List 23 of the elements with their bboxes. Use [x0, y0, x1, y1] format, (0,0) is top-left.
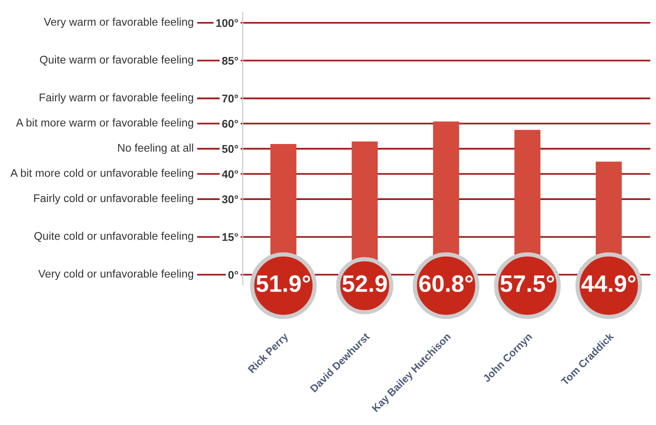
ref-line-label: A bit more cold or unfavorable feeling — [10, 168, 194, 180]
ref-line-label: Quite cold or unfavorable feeling — [34, 232, 194, 242]
y-tick-label: 40° — [222, 170, 238, 178]
y-tick-label: 70° — [222, 94, 238, 103]
ref-line-label: A bit more warm or favorable feeling — [16, 118, 194, 129]
y-tick-label: 30° — [222, 195, 238, 204]
data-label: 52.9 — [342, 275, 387, 292]
data-label: 44.9° — [581, 275, 636, 292]
y-tick-label: 85° — [222, 56, 238, 65]
data-label: 60.8° — [419, 275, 473, 292]
y-tick-label: 60° — [222, 120, 238, 128]
data-label: 57.5° — [500, 275, 554, 292]
y-tick-label: 0° — [228, 270, 238, 279]
ref-line-label: No feeling at all — [118, 144, 194, 154]
data-label: 51.9° — [256, 275, 310, 292]
y-tick-label: 100° — [216, 19, 238, 27]
ref-line-label: Very warm or favorable feeling — [44, 18, 194, 28]
ref-line-label: Quite warm or favorable feeling — [40, 55, 194, 66]
ref-line-label: Very cold or unfavorable feeling — [38, 269, 194, 280]
y-tick-label: 50° — [222, 145, 238, 153]
ref-line-label: Fairly cold or unfavorable feeling — [34, 194, 194, 204]
ref-line-label: Fairly warm or favorable feeling — [40, 93, 194, 104]
y-tick-label: 15° — [222, 233, 238, 242]
